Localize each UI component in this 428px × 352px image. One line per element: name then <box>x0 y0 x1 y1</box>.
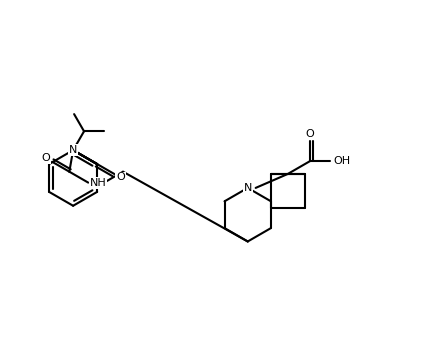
Text: N: N <box>244 183 252 193</box>
Text: OH: OH <box>333 156 350 166</box>
Text: NH: NH <box>90 178 107 188</box>
Text: N: N <box>69 145 77 155</box>
Text: N: N <box>69 145 77 155</box>
Text: O: O <box>306 129 315 139</box>
Text: O: O <box>42 153 51 163</box>
Text: O: O <box>116 172 125 182</box>
